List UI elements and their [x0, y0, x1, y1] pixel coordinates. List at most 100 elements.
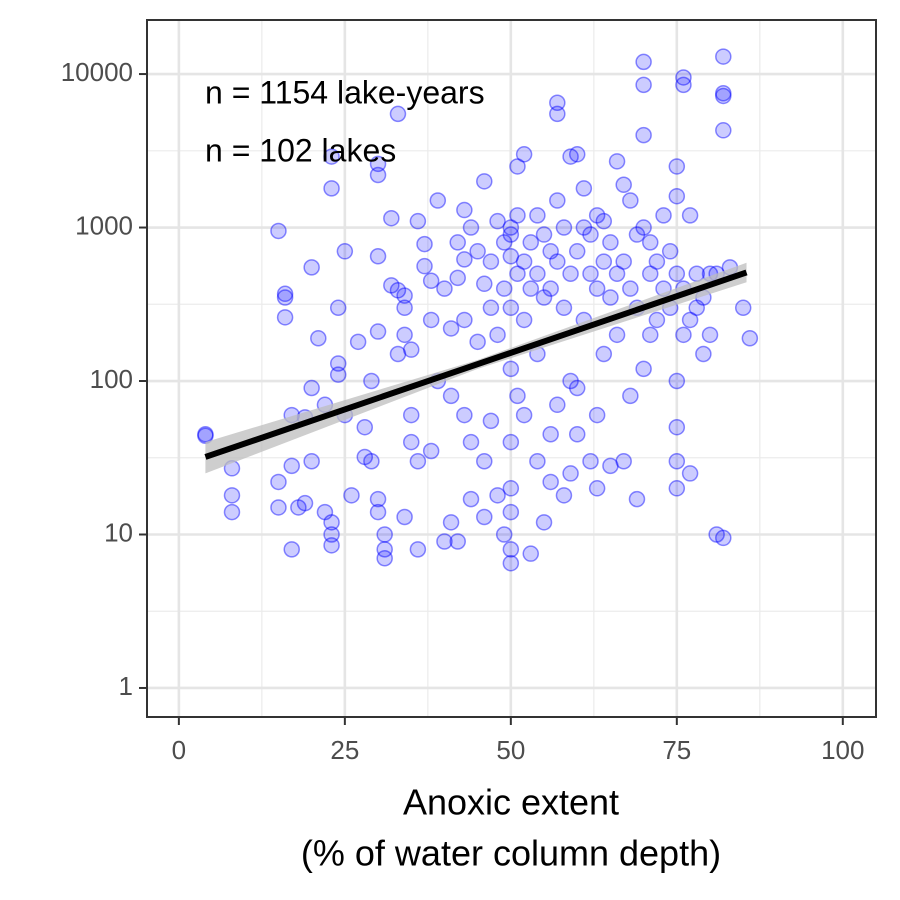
point — [602, 457, 619, 475]
point — [681, 311, 699, 329]
point — [343, 487, 360, 504]
point — [562, 465, 579, 482]
point — [642, 234, 659, 251]
point — [369, 503, 387, 521]
point — [588, 207, 606, 224]
point — [615, 253, 632, 270]
y-tick-label: 10000 — [61, 57, 133, 87]
point — [502, 554, 520, 572]
point — [310, 329, 327, 347]
point — [336, 243, 354, 260]
point — [270, 222, 287, 240]
point — [529, 207, 546, 224]
point — [449, 234, 466, 251]
point — [509, 265, 526, 282]
point — [396, 508, 413, 526]
point — [681, 207, 699, 224]
point — [681, 465, 699, 482]
point — [456, 201, 473, 219]
point — [409, 541, 427, 558]
point — [529, 453, 546, 470]
point — [502, 247, 520, 265]
point — [502, 219, 520, 236]
point — [648, 311, 666, 329]
point — [575, 219, 593, 236]
point — [409, 212, 427, 230]
point — [668, 372, 686, 390]
point — [369, 155, 387, 173]
point — [715, 48, 732, 65]
point — [349, 333, 367, 351]
point — [323, 148, 340, 165]
point — [668, 418, 686, 436]
point — [635, 53, 652, 71]
point — [608, 326, 626, 344]
point — [542, 425, 559, 443]
point — [668, 265, 686, 282]
point — [376, 541, 393, 558]
point — [376, 550, 393, 567]
point — [562, 265, 579, 282]
point — [595, 253, 613, 270]
point — [462, 219, 480, 236]
point — [622, 280, 639, 297]
point — [489, 212, 506, 230]
point — [668, 158, 686, 175]
point — [595, 345, 613, 363]
point — [615, 453, 632, 470]
point — [622, 387, 639, 405]
point — [602, 234, 619, 251]
point — [542, 243, 559, 260]
point — [476, 508, 493, 526]
point — [741, 329, 759, 347]
point — [469, 333, 486, 351]
point — [549, 105, 566, 123]
point — [436, 533, 453, 550]
point — [270, 473, 287, 491]
point — [356, 448, 374, 466]
point — [549, 396, 566, 414]
point — [562, 148, 579, 165]
point — [429, 192, 447, 209]
point — [416, 235, 433, 253]
point — [642, 265, 659, 282]
point — [522, 280, 540, 297]
point — [489, 487, 506, 504]
point — [502, 480, 520, 497]
point — [615, 176, 632, 194]
point — [635, 126, 652, 144]
point — [568, 379, 586, 397]
point — [562, 372, 579, 390]
point — [675, 76, 692, 94]
point — [509, 158, 526, 175]
point — [329, 299, 347, 317]
point — [369, 247, 387, 265]
trend-line — [204, 269, 748, 460]
confidence-band — [205, 262, 747, 474]
point — [602, 289, 619, 306]
panel-border — [146, 19, 877, 718]
point — [442, 320, 460, 337]
point — [588, 280, 606, 297]
annotation: n = 102 lakes — [205, 132, 396, 168]
point — [316, 503, 334, 521]
point — [502, 433, 520, 451]
point — [422, 311, 440, 329]
point — [668, 480, 686, 497]
annotation: n = 1154 lake-years — [205, 74, 485, 110]
point — [469, 243, 486, 260]
point — [456, 311, 473, 329]
x-tick-label: 0 — [172, 735, 186, 765]
point — [555, 299, 573, 317]
point — [675, 326, 692, 344]
point — [442, 514, 460, 531]
point — [329, 366, 347, 383]
point — [396, 299, 413, 317]
point — [542, 473, 559, 491]
point — [402, 433, 420, 451]
point — [303, 379, 320, 397]
point — [283, 457, 300, 475]
point — [515, 406, 533, 424]
point — [449, 269, 466, 287]
point — [582, 226, 599, 243]
